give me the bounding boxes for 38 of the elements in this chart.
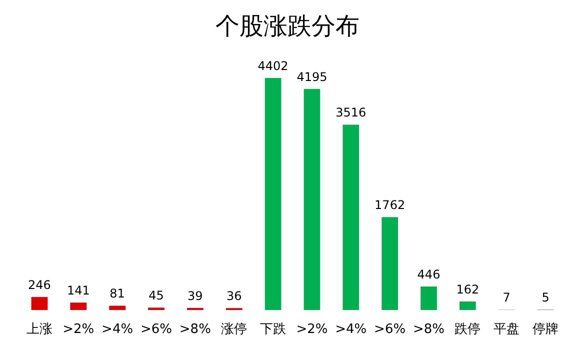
data-label: 45 [148, 288, 164, 303]
data-label: 141 [66, 284, 90, 298]
bar [31, 297, 48, 310]
data-label: 3516 [336, 106, 366, 120]
chart-title: 个股涨跌分布 [216, 12, 360, 40]
data-label: 1762 [374, 198, 406, 212]
data-label: 7 [502, 290, 510, 305]
bar [460, 301, 476, 310]
bar [382, 217, 398, 310]
data-label: 4195 [296, 70, 328, 84]
bar [264, 78, 282, 310]
data-label: 81 [110, 286, 125, 301]
bar [109, 306, 126, 310]
data-label: 36 [226, 289, 242, 304]
x-tick-label: >6% [140, 322, 172, 337]
bar [420, 286, 437, 310]
x-tick-label: >8% [412, 322, 445, 337]
x-tick-label: 上涨 [26, 322, 52, 337]
x-tick-label: >4% [102, 322, 134, 337]
x-tick-label: >6% [374, 322, 406, 337]
bar [342, 124, 360, 310]
x-tick-label: 下跌 [260, 322, 286, 337]
data-label: 4402 [258, 59, 288, 73]
x-tick-label: >4% [335, 322, 367, 337]
x-tick-label: >2% [296, 322, 328, 337]
x-tick-label: 停牌 [532, 322, 559, 337]
data-label: 246 [28, 278, 51, 292]
x-tick-label: >2% [62, 322, 94, 337]
x-tick-label: >8% [179, 322, 211, 337]
x-tick-label: 涨停 [221, 322, 248, 337]
data-label: 446 [417, 267, 440, 282]
x-tick-label: 跌停 [454, 322, 481, 337]
x-tick-label: 平盘 [494, 322, 520, 337]
data-label: 39 [188, 288, 203, 303]
bar [70, 302, 87, 310]
bar [304, 88, 320, 310]
data-label: 162 [456, 282, 480, 296]
data-label: 5 [542, 290, 550, 305]
